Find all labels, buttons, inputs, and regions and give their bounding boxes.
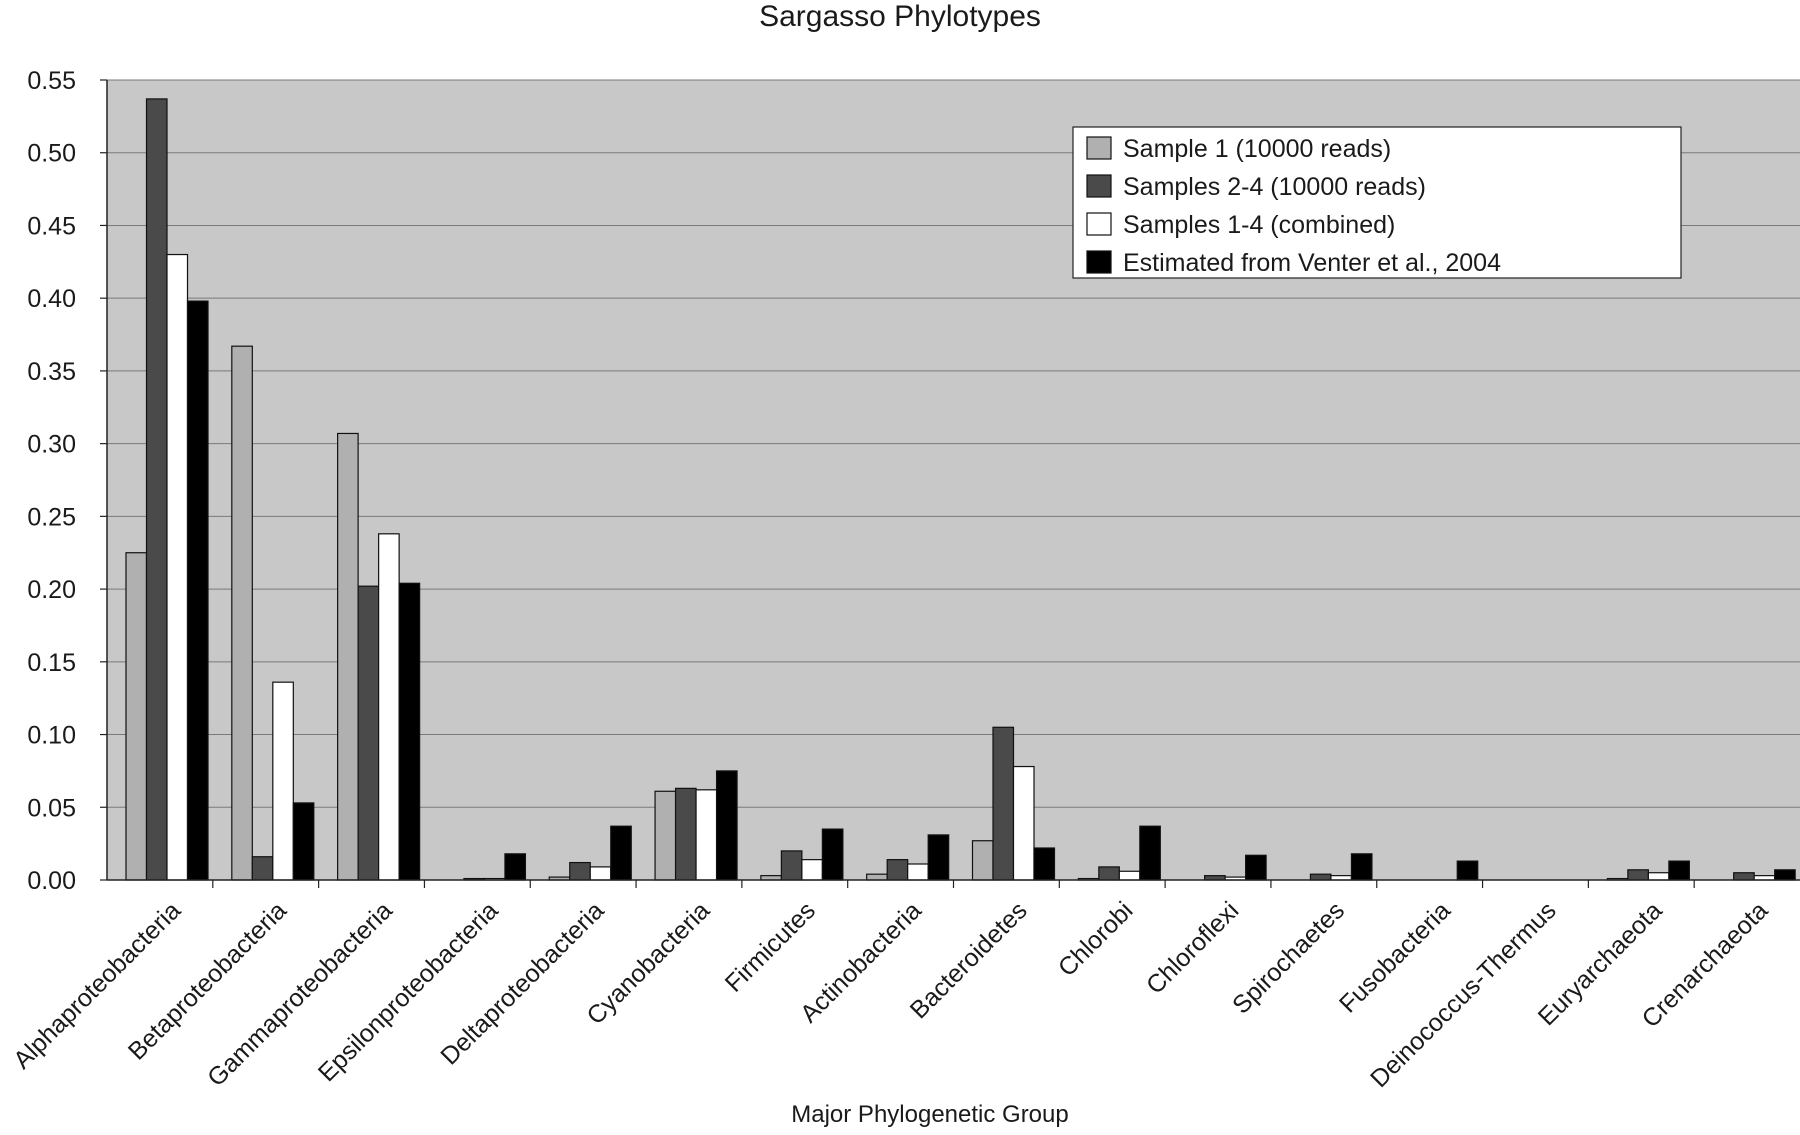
x-category-label: Chloroflexi <box>1141 896 1244 999</box>
bar <box>589 866 612 881</box>
bar <box>886 859 909 881</box>
x-category-label: Gammaproteobacteria <box>202 896 398 1092</box>
bar <box>357 585 380 881</box>
bar <box>1456 860 1479 881</box>
bar <box>927 834 950 881</box>
bar <box>145 98 168 881</box>
bar <box>1012 765 1035 881</box>
bar <box>166 253 189 881</box>
bar <box>1733 872 1755 881</box>
legend-swatch <box>1086 212 1112 236</box>
bar <box>1245 854 1267 881</box>
bar <box>1139 825 1161 881</box>
bar <box>971 840 994 881</box>
y-tick-label: 0.00 <box>27 867 76 895</box>
legend-label: Sample 1 (10000 reads) <box>1123 135 1391 163</box>
y-tick-label: 0.10 <box>27 722 76 750</box>
y-tick-label: 0.55 <box>27 67 76 95</box>
bar <box>569 861 591 881</box>
legend-label: Samples 2-4 (10000 reads) <box>1123 173 1426 201</box>
chart-title: Sargasso Phylotypes <box>759 0 1041 33</box>
bar <box>674 787 697 881</box>
bar <box>992 726 1015 881</box>
x-category-label: Spirochaetes <box>1227 896 1350 1019</box>
bar <box>504 853 527 881</box>
y-tick-label: 0.05 <box>27 794 76 822</box>
bar <box>1118 870 1141 881</box>
legend-swatch <box>1086 250 1112 274</box>
bar <box>1033 847 1056 881</box>
y-tick-label: 0.15 <box>27 649 76 677</box>
bar <box>251 856 274 881</box>
y-tick-label: 0.20 <box>27 576 76 604</box>
legend-box <box>1072 126 1682 279</box>
y-tick-label: 0.50 <box>27 140 76 168</box>
x-axis-title: Major Phylogenetic Group <box>791 1101 1068 1128</box>
legend-swatch <box>1086 174 1112 198</box>
bar <box>610 825 632 881</box>
bar <box>1647 872 1670 881</box>
bar <box>292 802 315 881</box>
x-category-label: Chlorobi <box>1053 896 1139 982</box>
legend-swatch <box>1086 136 1112 160</box>
bar <box>907 863 929 881</box>
axes <box>100 79 1800 888</box>
x-category-label: Epsilonproteobacteria <box>313 896 504 1087</box>
bar <box>1309 873 1332 881</box>
y-tick-label: 0.25 <box>27 503 76 531</box>
bar <box>821 828 844 881</box>
bar <box>125 552 148 881</box>
bar <box>801 859 823 881</box>
bar <box>695 789 718 881</box>
bar <box>780 850 803 881</box>
x-axis-category-labels: AlphaproteobacteriaBetaproteobacteriaGam… <box>8 896 1773 1093</box>
legend-label: Samples 1-4 (combined) <box>1123 211 1395 239</box>
x-category-label: Deinococcus-Thermus <box>1365 896 1562 1093</box>
legend-label: Estimated from Venter et al., 2004 <box>1123 249 1501 277</box>
bar <box>1668 860 1690 881</box>
bar <box>186 300 209 881</box>
y-tick-label: 0.35 <box>27 358 76 386</box>
bar <box>1098 866 1120 881</box>
y-axis-ticks: 0.00 0.05 0.10 0.15 0.20 0.25 0.30 0.35 0.40 0.45… <box>27 67 76 895</box>
bar <box>1627 869 1649 881</box>
bar <box>715 770 738 881</box>
bar <box>1774 869 1796 881</box>
bar <box>378 533 400 881</box>
bar <box>398 582 421 881</box>
bar <box>272 681 294 881</box>
bar <box>654 790 677 881</box>
x-category-label: Firmicutes <box>720 896 821 997</box>
bar <box>231 345 253 881</box>
y-tick-label: 0.40 <box>27 285 76 313</box>
y-tick-label: 0.30 <box>27 431 76 459</box>
legend: Sample 1 (10000 reads) Samples 2-4 (10000… <box>1072 126 1682 279</box>
bar <box>337 432 359 881</box>
bar <box>866 873 888 881</box>
bar <box>1350 853 1373 881</box>
y-tick-label: 0.45 <box>27 212 76 240</box>
